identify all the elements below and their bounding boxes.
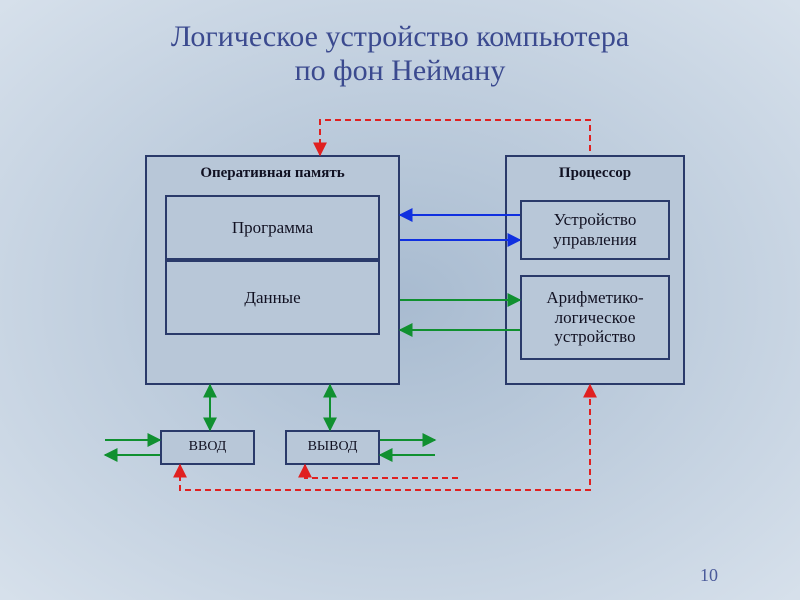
output-block: ВЫВОД [285,430,380,465]
slide-canvas: Логическое устройство компьютера по фон … [0,0,800,600]
slide-title: Логическое устройство компьютера по фон … [0,20,800,88]
alu-block: Арифметико- логическое устройство [520,275,670,360]
alu-label: Арифметико- логическое устройство [526,288,664,347]
control-unit-block: Устройство управления [520,200,670,260]
input-block: ВВОД [160,430,255,465]
output-label: ВЫВОД [308,439,358,455]
input-label: ВВОД [189,439,227,455]
program-label: Программа [232,218,313,238]
data-block: Данные [165,260,380,335]
memory-label: Оперативная память [200,165,344,182]
data-label: Данные [244,288,300,308]
title-line2: по фон Нейману [295,54,506,87]
control-unit-label: Устройство управления [526,210,664,249]
program-block: Программа [165,195,380,260]
title-line1: Логическое устройство компьютера [171,20,629,53]
cpu-label: Процессор [559,165,631,182]
page-number: 10 [700,565,718,586]
